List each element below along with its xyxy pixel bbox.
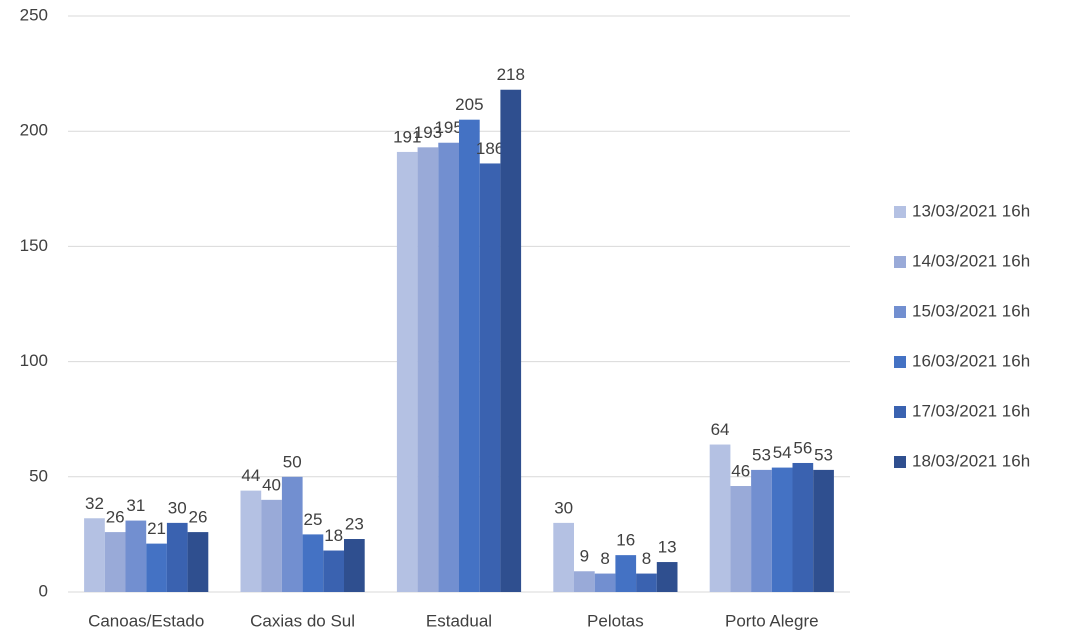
- x-tick-label: Pelotas: [587, 611, 644, 630]
- x-tick-label: Porto Alegre: [725, 611, 819, 630]
- data-label: 218: [497, 65, 525, 84]
- data-label: 54: [773, 443, 792, 462]
- legend-label: 14/03/2021 16h: [912, 251, 1030, 270]
- legend-label: 16/03/2021 16h: [912, 351, 1030, 370]
- bar: [709, 444, 731, 592]
- legend-label: 15/03/2021 16h: [912, 301, 1030, 320]
- data-label: 50: [283, 452, 302, 471]
- bar: [656, 562, 678, 592]
- legend-label: 13/03/2021 16h: [912, 201, 1030, 220]
- data-label: 9: [580, 547, 589, 566]
- data-label: 13: [658, 538, 677, 557]
- data-label: 205: [455, 95, 483, 114]
- bar: [594, 573, 616, 592]
- bar: [261, 499, 282, 592]
- bar: [302, 534, 324, 592]
- bar: [104, 532, 126, 592]
- bar: [615, 555, 637, 592]
- y-tick-label: 100: [20, 351, 48, 370]
- data-label: 26: [106, 508, 125, 527]
- legend-swatch: [894, 206, 906, 218]
- data-label: 32: [85, 494, 104, 513]
- data-label: 195: [434, 118, 462, 137]
- data-label: 16: [616, 531, 635, 550]
- data-label: 46: [731, 462, 750, 481]
- data-label: 25: [303, 510, 322, 529]
- data-label: 193: [414, 123, 442, 142]
- legend-label: 17/03/2021 16h: [912, 401, 1030, 420]
- legend-swatch: [894, 356, 906, 368]
- data-label: 18: [324, 526, 343, 545]
- data-label: 26: [188, 508, 207, 527]
- data-label: 53: [814, 445, 833, 464]
- y-tick-label: 50: [29, 466, 48, 485]
- bar: [146, 543, 167, 592]
- y-tick-label: 200: [20, 121, 48, 140]
- data-label: 30: [554, 498, 573, 517]
- data-label: 56: [793, 438, 812, 457]
- x-tick-label: Caxias do Sul: [250, 611, 355, 630]
- bar: [187, 532, 209, 592]
- data-label: 40: [262, 475, 281, 494]
- data-label: 64: [711, 420, 730, 439]
- bar: [417, 147, 439, 592]
- data-label: 8: [642, 549, 651, 568]
- bar: [730, 486, 752, 592]
- bar: [792, 462, 814, 592]
- bar: [125, 520, 147, 592]
- data-label: 31: [126, 496, 145, 515]
- bar: [553, 522, 574, 592]
- data-label: 44: [241, 466, 260, 485]
- y-tick-label: 250: [20, 5, 48, 24]
- data-label: 186: [476, 139, 504, 158]
- bar: [479, 163, 501, 592]
- bar: [574, 571, 595, 592]
- y-tick-label: 0: [39, 581, 48, 600]
- bar: [459, 119, 480, 593]
- legend-label: 18/03/2021 16h: [912, 451, 1030, 470]
- bar: [281, 476, 303, 592]
- bar: [500, 89, 522, 592]
- bar: [323, 550, 344, 592]
- data-label: 30: [168, 498, 187, 517]
- data-label: 53: [752, 445, 771, 464]
- bar: [438, 142, 459, 592]
- bar: [240, 490, 262, 592]
- data-label: 21: [147, 519, 166, 538]
- bar: [636, 573, 657, 592]
- y-tick-label: 150: [20, 236, 48, 255]
- bar: [84, 518, 105, 592]
- legend-swatch: [894, 306, 906, 318]
- legend-swatch: [894, 406, 906, 418]
- data-label: 8: [600, 549, 609, 568]
- legend-swatch: [894, 456, 906, 468]
- bar: [344, 539, 365, 592]
- bar: [813, 469, 834, 592]
- x-tick-label: Canoas/Estado: [88, 611, 204, 630]
- bar: [396, 151, 418, 592]
- legend-swatch: [894, 256, 906, 268]
- bar: [751, 469, 772, 592]
- x-tick-label: Estadual: [426, 611, 492, 630]
- bar: [771, 467, 793, 592]
- bar: [166, 522, 188, 592]
- data-label: 191: [393, 127, 421, 146]
- data-label: 23: [345, 514, 364, 533]
